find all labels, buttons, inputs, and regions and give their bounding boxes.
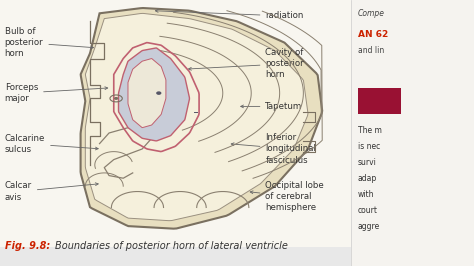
Bar <box>358 88 401 114</box>
Text: Calcarine
sulcus: Calcarine sulcus <box>5 134 98 154</box>
Bar <box>0 0 351 247</box>
Circle shape <box>115 98 118 99</box>
Text: The m: The m <box>358 126 382 135</box>
Text: Bulb of
posterior
horn: Bulb of posterior horn <box>5 27 93 58</box>
Polygon shape <box>128 59 166 128</box>
Text: court: court <box>358 206 378 215</box>
Polygon shape <box>118 48 190 141</box>
Text: AN 62: AN 62 <box>358 30 388 39</box>
Text: Inferior
longitudinal
fasciculus: Inferior longitudinal fasciculus <box>231 133 316 165</box>
Text: adap: adap <box>358 174 377 183</box>
Text: Occipital lobe
of cerebral
hemisphere: Occipital lobe of cerebral hemisphere <box>250 181 324 213</box>
Text: Fig. 9.8:: Fig. 9.8: <box>5 241 50 251</box>
Text: with: with <box>358 190 374 199</box>
Text: Compe: Compe <box>358 9 385 18</box>
Polygon shape <box>85 13 308 221</box>
Text: aggre: aggre <box>358 222 380 231</box>
Text: and lin: and lin <box>358 46 384 55</box>
Text: Cavity of
posterior
horn: Cavity of posterior horn <box>189 48 304 80</box>
Circle shape <box>157 92 161 94</box>
Text: Forceps
major: Forceps major <box>5 83 108 103</box>
Text: radiation: radiation <box>155 10 304 20</box>
Text: Boundaries of posterior horn of lateral ventricle: Boundaries of posterior horn of lateral … <box>55 241 287 251</box>
Bar <box>351 0 474 266</box>
Text: survi: survi <box>358 158 377 167</box>
Text: Calcar
avis: Calcar avis <box>5 181 98 202</box>
Polygon shape <box>81 8 322 229</box>
Text: is nec: is nec <box>358 142 380 151</box>
Text: Tapetum: Tapetum <box>241 102 303 111</box>
